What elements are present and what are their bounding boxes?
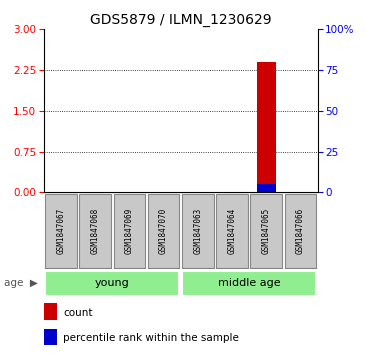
Text: GSM1847065: GSM1847065 bbox=[262, 207, 271, 254]
Bar bbox=[250, 194, 282, 268]
Text: count: count bbox=[63, 308, 92, 318]
Bar bbox=[257, 184, 276, 192]
Text: GSM1847069: GSM1847069 bbox=[125, 207, 134, 254]
Text: young: young bbox=[95, 278, 130, 287]
Bar bbox=[45, 271, 179, 296]
Text: GSM1847070: GSM1847070 bbox=[159, 207, 168, 254]
Text: GSM1847064: GSM1847064 bbox=[227, 207, 237, 254]
Bar bbox=[148, 194, 179, 268]
Text: GSM1847066: GSM1847066 bbox=[296, 207, 305, 254]
Bar bbox=[182, 271, 316, 296]
Text: GSM1847068: GSM1847068 bbox=[91, 207, 100, 254]
Bar bbox=[45, 194, 77, 268]
Bar bbox=[257, 62, 276, 192]
Text: middle age: middle age bbox=[218, 278, 280, 287]
Bar bbox=[182, 194, 214, 268]
Text: percentile rank within the sample: percentile rank within the sample bbox=[63, 333, 239, 343]
Title: GDS5879 / ILMN_1230629: GDS5879 / ILMN_1230629 bbox=[90, 13, 272, 26]
Bar bbox=[114, 194, 145, 268]
Text: GSM1847063: GSM1847063 bbox=[193, 207, 202, 254]
Bar bbox=[44, 303, 57, 320]
Bar bbox=[80, 194, 111, 268]
Bar bbox=[44, 329, 57, 345]
Text: GSM1847067: GSM1847067 bbox=[57, 207, 65, 254]
Bar bbox=[216, 194, 248, 268]
Bar bbox=[285, 194, 316, 268]
Text: age  ▶: age ▶ bbox=[4, 278, 38, 288]
